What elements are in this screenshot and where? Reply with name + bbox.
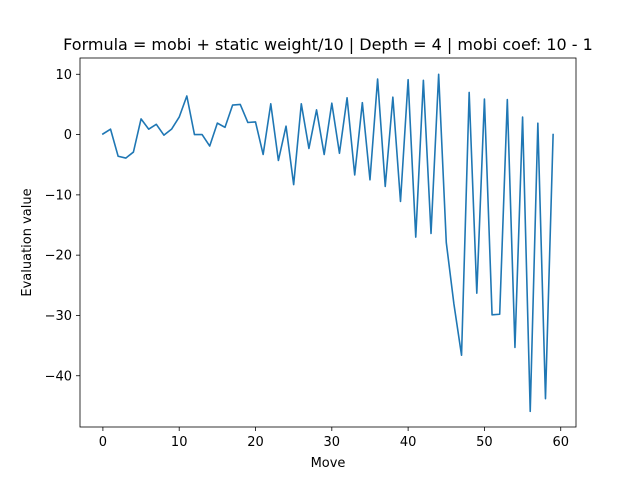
plot-area [79,57,577,428]
y-tick-label: −10 [45,188,72,203]
x-tick-label: 10 [171,435,188,450]
y-tick-label: −20 [45,249,72,264]
x-axis-title: Move [311,456,346,471]
axis-ticks: 0 10 20 30 40 50 60 10 0 −10 −20 −30 −40 [45,68,569,450]
x-tick-label: 60 [552,435,569,450]
y-axis-title: Evaluation value [20,188,35,296]
y-tick-label: −40 [45,369,72,384]
x-tick-label: 50 [476,435,493,450]
x-tick-label: 20 [247,435,264,450]
y-tick-label: 10 [55,68,72,83]
chart-title: Formula = mobi + static weight/10 | Dept… [63,35,593,54]
y-tick-label: −30 [45,309,72,324]
y-tick-label: 0 [64,128,72,143]
axes-frame [79,57,577,428]
x-tick-label: 30 [324,435,341,450]
series-line-0 [101,73,554,413]
x-tick-label: 0 [99,435,107,450]
x-tick-label: 40 [400,435,417,450]
